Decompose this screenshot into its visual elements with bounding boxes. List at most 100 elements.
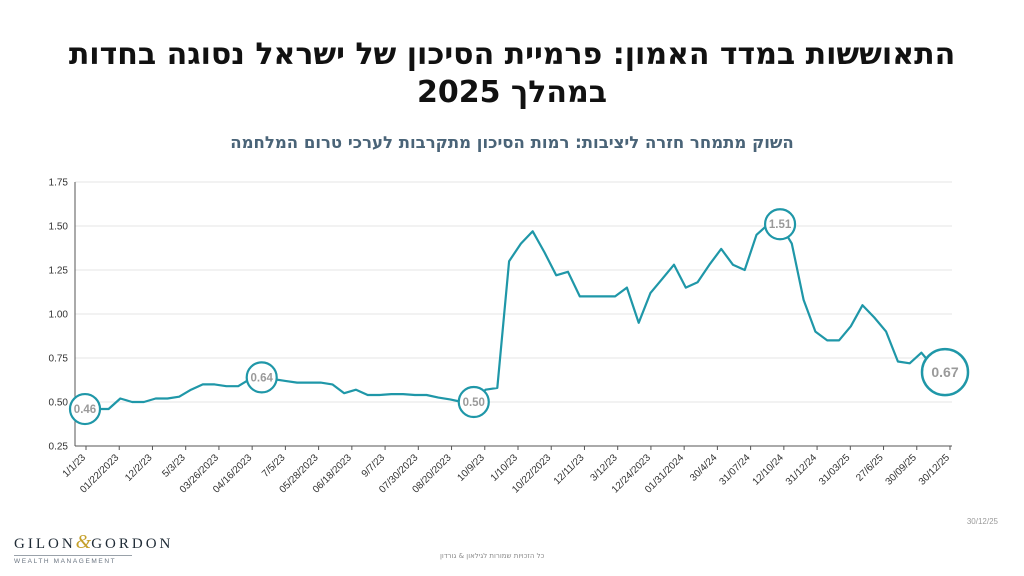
- data-point: [744, 269, 746, 271]
- data-point: [155, 397, 157, 399]
- data-point: [602, 295, 604, 297]
- data-point: [850, 325, 852, 327]
- data-point: [426, 394, 428, 396]
- data-point: [508, 260, 510, 262]
- data-point: [579, 295, 581, 297]
- y-tick-label: 1.75: [49, 178, 69, 189]
- y-tick-label: 0.50: [49, 398, 69, 409]
- data-point: [920, 352, 922, 354]
- data-point: [685, 287, 687, 289]
- x-tick-label: 10/9/23: [456, 452, 488, 484]
- data-point: [555, 274, 557, 276]
- data-point: [449, 398, 451, 400]
- x-tick-label: 1/1/23: [61, 452, 89, 480]
- callout-circle: [68, 392, 102, 426]
- y-tick-label: 1.00: [49, 310, 69, 321]
- line-layer: [83, 223, 947, 411]
- x-tick-label: 7/5/23: [260, 452, 288, 480]
- chart-subtitle: השוק מתמחר חזרה ליציבות: רמות הסיכון מתק…: [230, 133, 794, 152]
- data-point: [437, 397, 439, 399]
- data-point: [225, 385, 227, 387]
- axis-layer: 0.250.500.751.001.251.501.751/1/2301/22/…: [49, 178, 953, 496]
- company-logo: GILON&GORDON WEALTH MANAGEMENT: [14, 531, 170, 565]
- data-point: [520, 243, 522, 245]
- page-title: התאוששות במדד האמון: פרמיית הסיכון של יש…: [68, 37, 956, 110]
- data-point: [909, 362, 911, 364]
- x-tick-label: 30/12/25: [917, 452, 953, 488]
- callout-label: 0.67: [931, 364, 958, 380]
- data-point: [626, 287, 628, 289]
- footer-credit: כל הזכויות שמורות לגילאון & גורדון: [440, 552, 545, 560]
- x-tick-label: 5/3/23: [160, 452, 188, 480]
- data-point: [732, 264, 734, 266]
- x-tick-label: 12/2/23: [123, 452, 155, 484]
- x-tick-label: 3/12/23: [588, 452, 620, 484]
- data-point: [496, 387, 498, 389]
- data-point: [591, 295, 593, 297]
- x-tick-label: 12/11/23: [552, 452, 587, 487]
- series-line: [83, 223, 947, 411]
- x-tick-label: 30/4/24: [688, 452, 720, 484]
- data-point: [614, 295, 616, 297]
- data-point: [897, 361, 899, 363]
- data-point: [343, 392, 345, 394]
- data-point: [166, 397, 168, 399]
- data-point: [661, 278, 663, 280]
- data-point: [402, 393, 404, 395]
- data-point: [284, 380, 286, 382]
- x-tick-label: 9/7/23: [360, 452, 388, 480]
- data-point: [414, 394, 416, 396]
- data-point: [355, 389, 357, 391]
- data-point: [543, 251, 545, 253]
- x-tick-label: 30/09/25: [884, 452, 920, 488]
- data-point: [308, 382, 310, 384]
- data-point: [390, 393, 392, 395]
- data-point: [638, 322, 640, 324]
- x-tick-label: 27/6/25: [854, 452, 886, 484]
- callout-circle: [245, 361, 278, 394]
- data-point: [803, 299, 805, 301]
- callout-label: 0.64: [251, 372, 274, 384]
- callout-circle: [457, 385, 490, 419]
- callout-label: 1.51: [769, 219, 792, 231]
- data-point: [756, 234, 758, 236]
- data-point: [131, 401, 133, 403]
- data-point: [873, 317, 875, 319]
- data-point: [649, 292, 651, 294]
- data-point: [838, 339, 840, 341]
- callout-layer: 0.46 0.64 0.50 1.51 0.67: [68, 208, 970, 426]
- data-point: [367, 394, 369, 396]
- logo-ampersand: &: [75, 531, 92, 553]
- y-tick-label: 1.25: [49, 266, 69, 277]
- data-point: [320, 382, 322, 384]
- data-point: [697, 281, 699, 283]
- data-point: [708, 264, 710, 266]
- data-point: [379, 394, 381, 396]
- x-tick-label: 31/12/24: [784, 452, 820, 488]
- data-point: [791, 243, 793, 245]
- data-point: [567, 271, 569, 273]
- data-point: [296, 382, 298, 384]
- logo-word-gilon: GILON: [14, 536, 76, 552]
- data-point: [119, 397, 121, 399]
- callout-circle: [920, 347, 970, 397]
- data-point: [862, 304, 864, 306]
- x-tick-label: 12/10/24: [751, 452, 787, 488]
- data-point: [202, 383, 204, 385]
- x-tick-label: 31/03/25: [817, 452, 853, 488]
- callout-label: 0.50: [463, 397, 485, 409]
- data-point: [720, 248, 722, 250]
- callout-circle: [763, 208, 797, 241]
- x-tick-label: 31/07/24: [717, 452, 753, 488]
- data-point: [885, 331, 887, 333]
- y-tick-label: 0.75: [49, 354, 69, 365]
- logo-tagline: WEALTH MANAGEMENT: [14, 555, 132, 565]
- data-point: [673, 264, 675, 266]
- data-point: [331, 383, 333, 385]
- data-point: [814, 331, 816, 333]
- callout-label: 0.46: [74, 404, 96, 416]
- data-point: [190, 389, 192, 391]
- data-point: [178, 396, 180, 398]
- data-point: [237, 385, 239, 387]
